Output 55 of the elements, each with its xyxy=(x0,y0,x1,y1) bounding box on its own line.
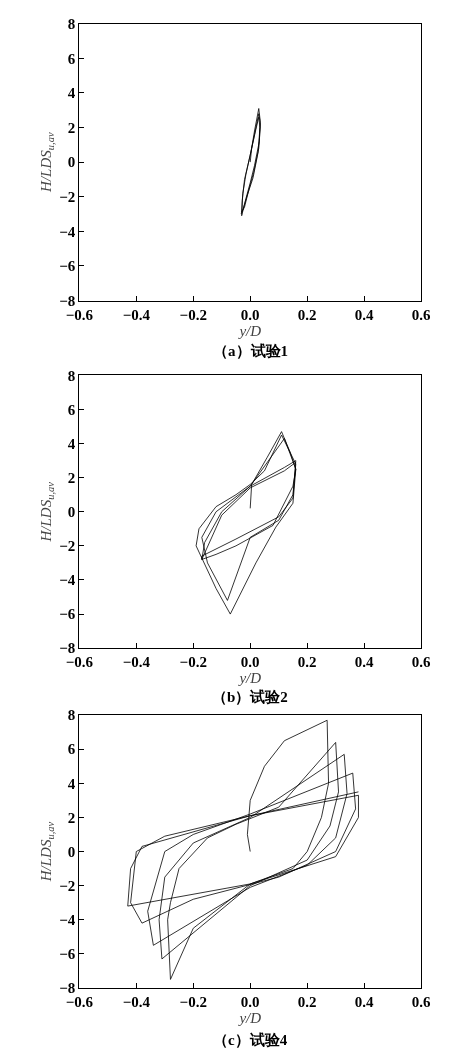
line-series xyxy=(195,431,297,615)
y-tick-label: 0 xyxy=(67,843,76,860)
y-tick-label: −2 xyxy=(59,538,76,555)
y-tick-label: −4 xyxy=(59,223,76,240)
text: （c）试验4 xyxy=(213,1032,288,1048)
y-tick-label: 2 xyxy=(67,469,76,486)
x-tick-label: −0.2 xyxy=(179,993,207,1010)
y-tick-label: −6 xyxy=(59,258,76,275)
text: （b）试验2 xyxy=(212,689,288,705)
line-series xyxy=(240,108,261,217)
y-tick-label: −4 xyxy=(59,572,76,589)
x-tick-label: 0.4 xyxy=(354,993,375,1010)
text: （a）试验1 xyxy=(213,343,288,359)
y-tick-label: 4 xyxy=(67,435,76,452)
x-tick-label: 0.6 xyxy=(411,306,431,323)
y-tick-label: 6 xyxy=(67,741,76,758)
x-tick-label: −0.4 xyxy=(122,306,151,323)
y-tick-label: 6 xyxy=(67,401,76,418)
x-tick-label: 0.0 xyxy=(240,654,260,671)
x-tick-label: 0.2 xyxy=(297,654,317,671)
x-tick-label: −0.4 xyxy=(122,993,151,1010)
x-tick-label: 0.0 xyxy=(240,993,260,1010)
y-tick-label: −2 xyxy=(59,188,76,205)
y-tick-label: 2 xyxy=(67,119,76,136)
y-tick-label: −2 xyxy=(59,877,76,894)
y-tick-label: 8 xyxy=(67,367,76,384)
y-tick-label: 8 xyxy=(67,16,76,33)
line-series xyxy=(127,719,359,980)
x-tick-label: 0.4 xyxy=(354,654,375,671)
y-tick-label: −6 xyxy=(59,946,76,963)
x-axis-title: y/D xyxy=(237,670,262,687)
x-tick-label: −0.4 xyxy=(122,654,151,671)
y-tick-label: 4 xyxy=(67,85,76,102)
x-tick-label: −0.6 xyxy=(65,654,94,671)
y-tick-label: 2 xyxy=(67,809,76,826)
x-tick-label: −0.2 xyxy=(179,654,207,671)
y-tick-label: −6 xyxy=(59,606,76,623)
y-tick-label: 6 xyxy=(67,50,76,67)
x-tick-label: 0.6 xyxy=(411,654,431,671)
y-tick-label: 0 xyxy=(67,504,76,520)
x-tick-label: 0.2 xyxy=(297,306,317,323)
y-tick-label: 4 xyxy=(67,775,76,792)
y-tick-label: −8 xyxy=(59,292,76,309)
y-tick-label: −8 xyxy=(59,640,76,657)
x-tick-label: 0.0 xyxy=(240,306,260,323)
x-axis-title: y/D xyxy=(237,1009,262,1026)
x-tick-label: 0.2 xyxy=(297,993,317,1010)
x-tick-label: 0.6 xyxy=(411,993,431,1010)
x-tick-label: −0.6 xyxy=(65,306,94,323)
x-tick-label: 0.4 xyxy=(354,306,375,323)
x-axis-title: y/D xyxy=(237,322,262,339)
y-tick-label: 0 xyxy=(67,154,76,171)
y-tick-label: −4 xyxy=(59,911,76,928)
x-tick-label: −0.2 xyxy=(179,306,207,323)
y-tick-label: 8 xyxy=(67,707,76,724)
